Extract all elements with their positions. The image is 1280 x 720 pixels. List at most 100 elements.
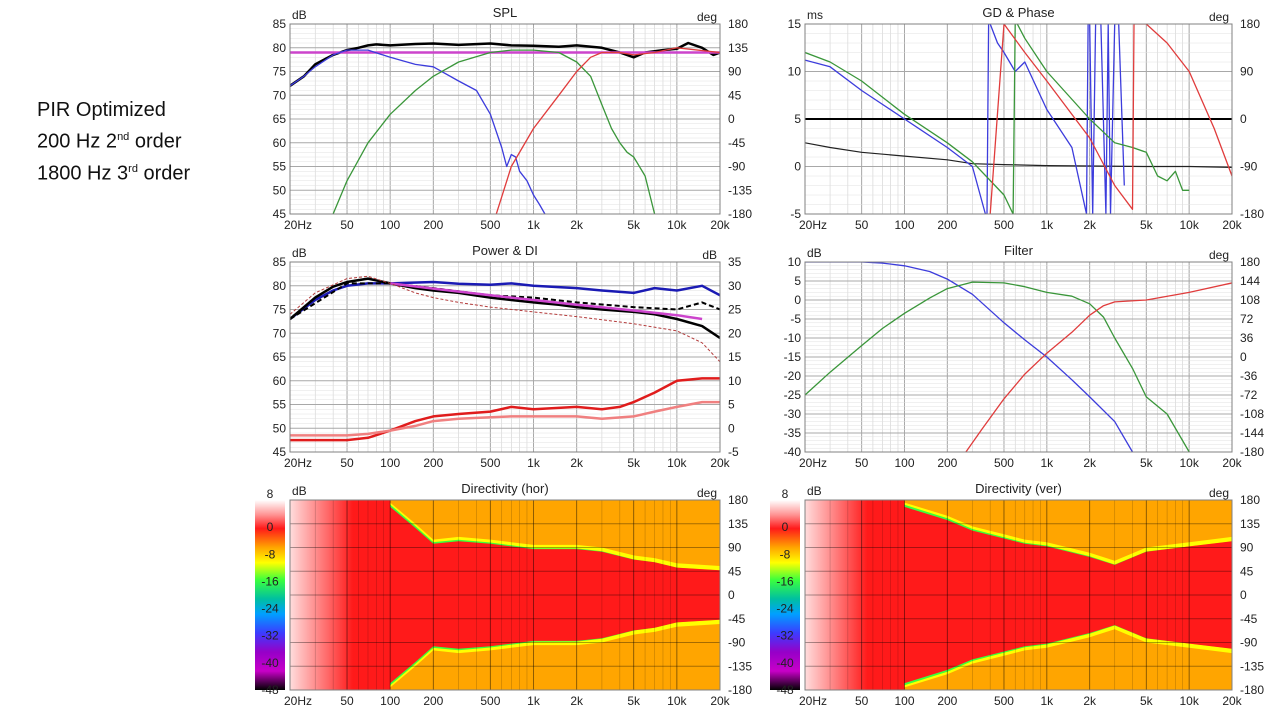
x-tick-label: 500 xyxy=(994,218,1014,232)
x-tick-label: 5k xyxy=(1140,694,1154,708)
colorbar-tick-label: -40 xyxy=(261,656,279,670)
colorbar: 8 0 -8 -16 -24 -32 -40 -48 xyxy=(255,487,285,697)
y2-tick-label: 108 xyxy=(1240,293,1260,307)
y2-tick-label: -45 xyxy=(728,136,746,150)
x-tick-label: 50 xyxy=(340,218,354,232)
x-tick-label: 10k xyxy=(667,218,687,232)
y-tick-label: 50 xyxy=(273,421,287,435)
x-tick-label: 500 xyxy=(994,694,1014,708)
y2-tick-label: -36 xyxy=(1240,369,1258,383)
y-tick-label: -10 xyxy=(784,331,802,345)
x-tick-label: 50 xyxy=(855,456,869,470)
x-tick-label: 20Hz xyxy=(799,694,827,708)
x-tick-label: 1k xyxy=(1040,456,1054,470)
x-tick-label: 100 xyxy=(894,456,914,470)
heatmap-core xyxy=(805,504,1232,686)
caption-line-1: PIR Optimized xyxy=(37,99,166,121)
y2-tick-label: 135 xyxy=(728,517,748,531)
x-tick-label: 500 xyxy=(480,456,500,470)
x-tick-label: 100 xyxy=(894,694,914,708)
series-line-5 xyxy=(989,24,1232,214)
colorbar-tick-label: 0 xyxy=(782,520,789,534)
x-tick-label: 1k xyxy=(527,456,541,470)
y2-tick-label: 0 xyxy=(728,421,735,435)
y-tick-label: 65 xyxy=(273,112,287,126)
x-tick-label: 100 xyxy=(380,218,400,232)
x-tick-label: 20k xyxy=(1222,218,1242,232)
chart-dir-ver: 8 0 -8 -16 -24 -32 -40 -48 Directivity (ver) dB de… xyxy=(770,481,1264,708)
y2-tick-label: 35 xyxy=(728,255,742,269)
y-tick-label: 80 xyxy=(273,279,287,293)
colorbar-tick-label: -48 xyxy=(261,683,279,697)
y-tick-label: 60 xyxy=(273,136,287,150)
chart-title: Power & DI xyxy=(472,243,538,258)
y2-tick-label: 135 xyxy=(728,41,748,55)
x-tick-label: 5k xyxy=(1140,456,1154,470)
y2-tick-label: 0 xyxy=(1240,112,1247,126)
caption: PIR Optimized 200 Hz 2nd order 1800 Hz 3… xyxy=(37,97,190,187)
plot-frame xyxy=(804,499,1233,691)
y-tick-label: 45 xyxy=(273,207,287,221)
left-unit-label: dB xyxy=(807,246,822,260)
colorbar-tick-label: -32 xyxy=(261,629,279,643)
chart-title: SPL xyxy=(493,5,518,20)
y2-tick-label: 25 xyxy=(728,303,742,317)
heatmap-band xyxy=(805,629,1232,690)
y2-tick-label: -135 xyxy=(728,659,752,673)
caption-line-2-text: 200 Hz 2 xyxy=(37,130,118,153)
x-tick-label: 500 xyxy=(480,218,500,232)
y2-tick-label: -180 xyxy=(1240,683,1264,697)
y-tick-label: 5 xyxy=(794,274,801,288)
y2-tick-label: -135 xyxy=(1240,659,1264,673)
x-tick-label: 1k xyxy=(527,694,541,708)
y2-tick-label: -180 xyxy=(728,207,752,221)
y-tick-label: -20 xyxy=(784,369,802,383)
chart-title: GD & Phase xyxy=(982,5,1054,20)
chart-spl: SPL dB deg 20Hz 50 100 200 500 1k 2k 5k 10k 20k 45 50 5… xyxy=(273,5,753,232)
caption-line-2-sup: nd xyxy=(117,131,130,143)
y2-tick-label: 30 xyxy=(728,279,742,293)
y2-tick-label: -90 xyxy=(728,160,746,174)
grid xyxy=(289,261,721,453)
series-group xyxy=(805,24,1232,214)
y-tick-label: -25 xyxy=(784,388,802,402)
y2-tick-label: 45 xyxy=(728,88,742,102)
y2-tick-label: 180 xyxy=(1240,493,1260,507)
y2-tick-label: 5 xyxy=(728,398,735,412)
x-tick-label: 5k xyxy=(627,694,641,708)
left-unit-label: dB xyxy=(292,246,307,260)
colorbar-tick-label: -8 xyxy=(780,547,791,561)
heatmap-band xyxy=(290,624,720,690)
x-tick-label: 20Hz xyxy=(284,694,312,708)
left-unit-label: ms xyxy=(807,8,823,22)
axis-labels: Directivity (ver) dB deg 20Hz 50 100 200 500 1k 2… xyxy=(799,481,1264,708)
y2-tick-label: -72 xyxy=(1240,388,1258,402)
x-tick-label: 2k xyxy=(1083,694,1097,708)
y2-tick-label: -45 xyxy=(728,612,746,626)
series-line-3 xyxy=(290,282,720,320)
x-tick-label: 20Hz xyxy=(284,456,312,470)
chart-title: Directivity (hor) xyxy=(461,481,548,496)
y-tick-label: 15 xyxy=(788,17,802,31)
y2-tick-label: -90 xyxy=(728,636,746,650)
colorbar-gradient xyxy=(770,500,800,690)
series-line-3 xyxy=(965,282,1232,452)
y2-tick-label: 0 xyxy=(728,588,735,602)
right-unit-label: deg xyxy=(1209,10,1229,24)
right-unit-label: deg xyxy=(1209,486,1229,500)
y2-tick-label: 72 xyxy=(1240,312,1254,326)
heatmap-core xyxy=(290,504,720,686)
y-tick-label: 50 xyxy=(273,183,287,197)
left-unit-label: dB xyxy=(292,484,307,498)
x-tick-label: 10k xyxy=(667,694,687,708)
y-tick-label: -35 xyxy=(784,426,802,440)
series-line-1 xyxy=(805,262,1134,452)
y2-tick-label: -90 xyxy=(1240,636,1258,650)
y-tick-label: 55 xyxy=(273,160,287,174)
y2-tick-label: -108 xyxy=(1240,407,1264,421)
y-tick-label: 75 xyxy=(273,65,287,79)
y-tick-label: -30 xyxy=(784,407,802,421)
x-tick-label: 5k xyxy=(627,456,641,470)
